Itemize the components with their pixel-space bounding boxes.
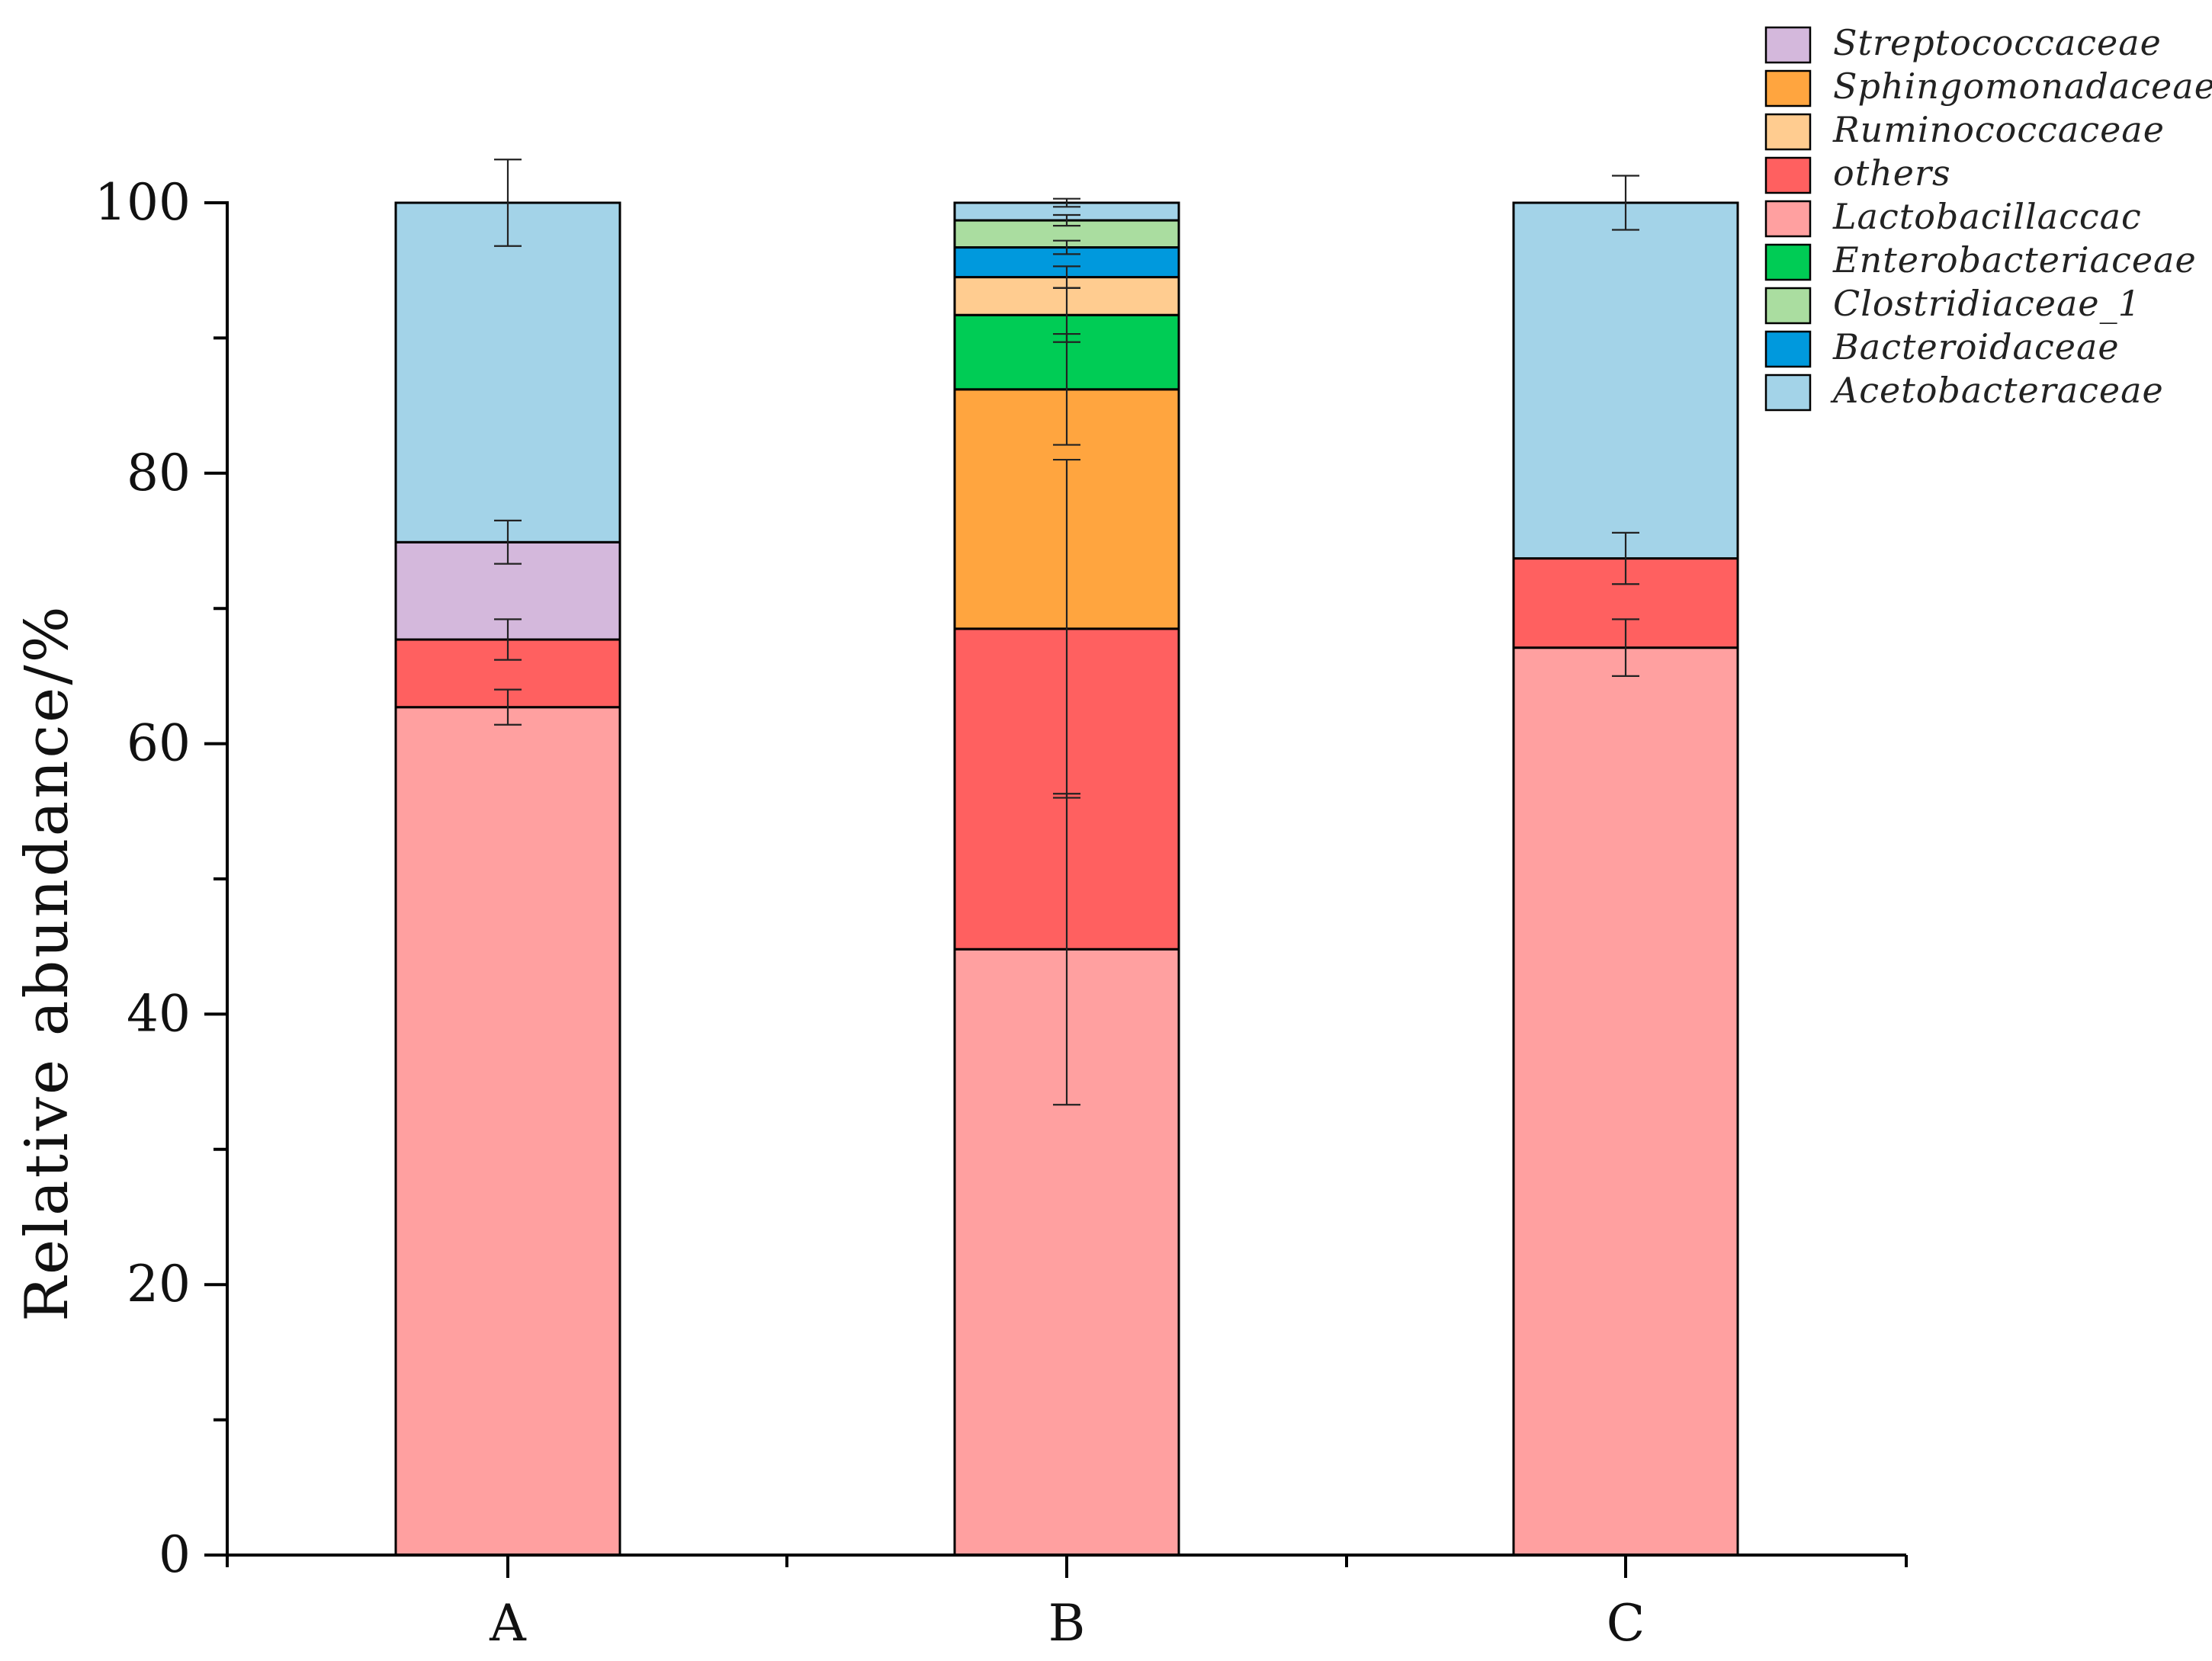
legend-item-Clostridiaceae_1: Clostridiaceae_1 [1764,283,2141,325]
legend-label: Bacteroidaceae [1832,326,2120,367]
error-bar-C-Acetobacteraceae [1612,175,1639,231]
legend-label: Enterobacteriaceae [1832,239,2197,281]
axes-layer: 0 20 40 60 80 100 A B C Relative abundance/% [13,173,1908,1653]
legend-label: Streptococcaceae [1833,22,2162,63]
legend-item-Streptococcaceae: Streptococcaceae [1764,22,2162,64]
legend: StreptococcaceaeSphingomonadaceaeRuminoc… [1764,22,2212,412]
error-bar-B-Acetobacteraceae [1053,197,1080,208]
legend-swatch [1764,330,1812,368]
legend-swatch [1764,69,1812,107]
legend-swatch [1764,26,1812,64]
error-bar-C-others [1612,531,1639,585]
legend-swatch [1764,374,1812,412]
legend-item-Bacteroidaceae: Bacteroidaceae [1764,326,2120,368]
error-bar-C-Lactobacillaccac [1612,618,1639,678]
legend-item-others: others [1764,152,1951,194]
legend-label: Clostridiaceae_1 [1833,283,2141,324]
legend-swatch [1764,200,1812,238]
legend-label: Sphingomonadaceae [1833,66,2212,107]
legend-label: Lactobacillaccac [1832,196,2142,237]
x-tick-label-B: B [1048,1594,1086,1653]
legend-label: Acetobacteraceae [1830,370,2164,411]
error-bar-B-Clostridiaceae_1 [1053,213,1080,227]
legend-item-Lactobacillaccac: Lactobacillaccac [1764,196,2142,238]
error-bars-layer [494,159,1639,1106]
legend-item-Ruminococcaceae: Ruminococcaceae [1764,109,2165,151]
bar-segment-C-Acetobacteraceae [1512,201,1739,560]
legend-item-Acetobacteraceae: Acetobacteraceae [1764,370,2164,412]
bar-segment-C-Lactobacillaccac [1512,646,1739,1557]
legend-swatch [1764,243,1812,281]
y-tick-label-80: 80 [127,444,191,502]
y-tick-label-100: 100 [95,173,191,232]
error-bar-A-Streptococcaceae [494,519,522,565]
legend-label: others [1833,152,1951,194]
y-tick-label-20: 20 [127,1255,191,1313]
y-axis-title: Relative abundance/% [13,604,82,1321]
legend-swatch [1764,113,1812,151]
legend-label: Ruminococcaceae [1832,109,2165,150]
legend-swatch [1764,287,1812,325]
y-tick-label-40: 40 [127,984,191,1043]
bar-segment-A-Acetobacteraceae [394,201,621,544]
x-tick-label-C: C [1607,1594,1645,1653]
bar-segment-A-Lactobacillaccac [394,706,621,1557]
y-tick-label-0: 0 [159,1525,191,1584]
error-bar-A-others [494,618,522,661]
error-bar-A-Lactobacillaccac [494,688,522,726]
y-tick-label-60: 60 [127,714,191,773]
legend-item-Sphingomonadaceae: Sphingomonadaceae [1764,66,2212,107]
error-bar-A-Acetobacteraceae [494,159,522,247]
legend-item-Enterobacteriaceae: Enterobacteriaceae [1764,239,2197,281]
legend-swatch [1764,156,1812,194]
error-bar-B-others [1053,458,1080,799]
x-tick-label-A: A [489,1594,527,1653]
error-bar-B-Ruminococcaceae [1053,265,1080,289]
error-bar-B-Bacteroidaceae [1053,239,1080,255]
